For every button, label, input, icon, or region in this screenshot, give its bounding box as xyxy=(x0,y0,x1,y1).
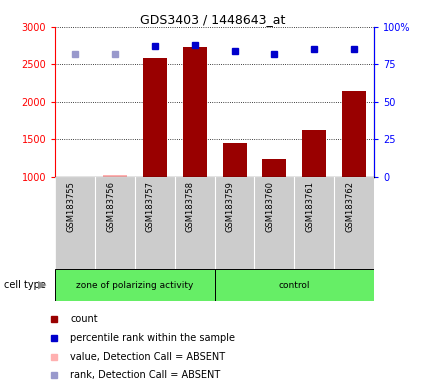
Bar xyxy=(183,47,207,177)
Bar xyxy=(334,177,374,269)
Bar xyxy=(223,143,246,177)
Bar xyxy=(103,175,127,177)
Text: rank, Detection Call = ABSENT: rank, Detection Call = ABSENT xyxy=(71,370,221,380)
Text: ▶: ▶ xyxy=(38,280,47,290)
Bar xyxy=(95,177,135,269)
Text: control: control xyxy=(278,281,310,290)
Bar xyxy=(294,177,334,269)
Text: GSM183756: GSM183756 xyxy=(106,181,115,232)
Bar xyxy=(135,177,175,269)
Text: GSM183762: GSM183762 xyxy=(345,181,354,232)
Text: percentile rank within the sample: percentile rank within the sample xyxy=(71,333,235,343)
Bar xyxy=(55,177,95,269)
Text: value, Detection Call = ABSENT: value, Detection Call = ABSENT xyxy=(71,352,226,362)
Text: GSM183755: GSM183755 xyxy=(66,181,75,232)
Text: GSM183760: GSM183760 xyxy=(265,181,275,232)
Text: GDS3403 / 1448643_at: GDS3403 / 1448643_at xyxy=(140,13,285,26)
Bar xyxy=(175,177,215,269)
Bar xyxy=(215,177,255,269)
Bar xyxy=(55,269,215,301)
Text: count: count xyxy=(71,314,98,324)
Text: GSM183758: GSM183758 xyxy=(186,181,195,232)
Bar xyxy=(342,91,366,177)
Text: GSM183761: GSM183761 xyxy=(305,181,314,232)
Bar xyxy=(143,58,167,177)
Bar xyxy=(262,159,286,177)
Bar xyxy=(302,130,326,177)
Bar xyxy=(215,269,374,301)
Bar xyxy=(255,177,294,269)
Text: GSM183759: GSM183759 xyxy=(226,181,235,232)
Text: zone of polarizing activity: zone of polarizing activity xyxy=(76,281,194,290)
Text: cell type: cell type xyxy=(4,280,46,290)
Text: GSM183757: GSM183757 xyxy=(146,181,155,232)
